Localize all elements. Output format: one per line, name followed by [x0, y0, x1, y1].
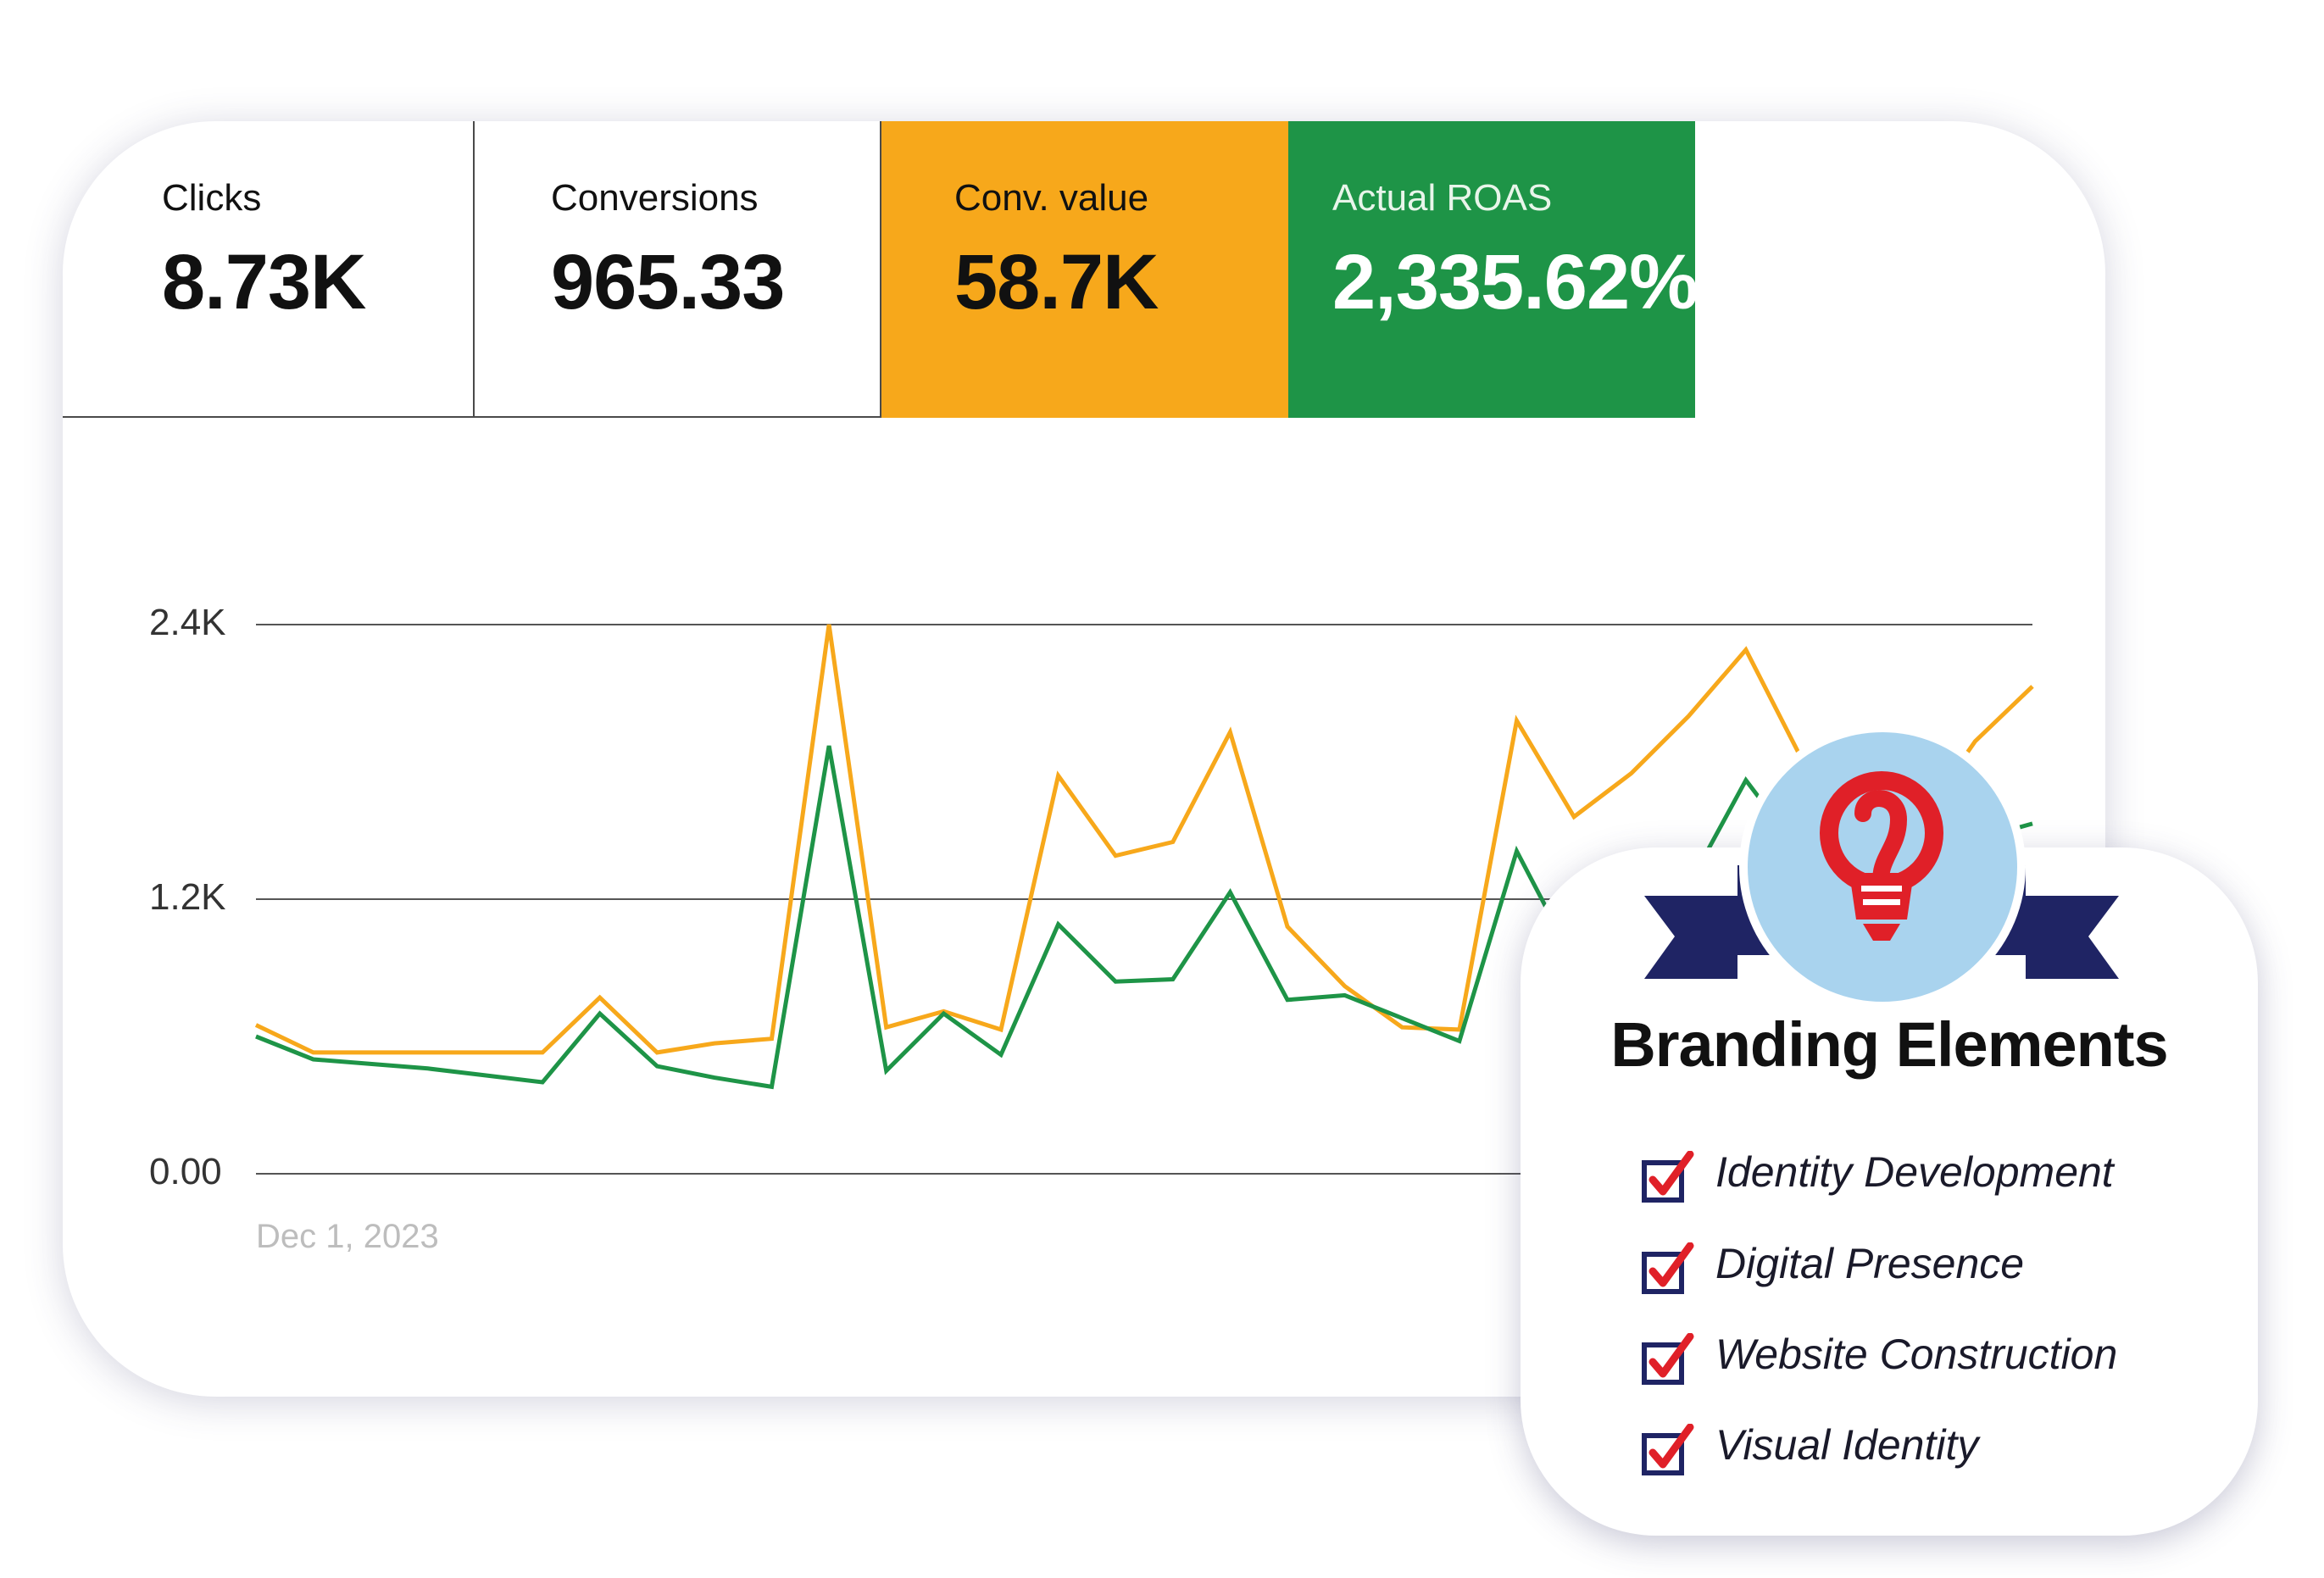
- metric-roas-value: 2,335.62%: [1332, 239, 1699, 325]
- metric-conversions-value: 965.33: [551, 239, 785, 325]
- checked-box-icon: [1642, 1151, 1694, 1203]
- checklist-item-label: Digital Presence: [1715, 1240, 2025, 1287]
- series-line-2: [255, 745, 2033, 1090]
- checklist-item-label: Website Construction: [1715, 1331, 2118, 1378]
- lightbulb-logo-icon: [1820, 771, 1943, 941]
- metric-conv-value-label: Conv. value: [954, 177, 1149, 219]
- performance-card: Clicks 8.73K Conversions 965.33 Conv. va…: [63, 121, 2105, 1397]
- y-tick-label: 0.00: [149, 1151, 222, 1192]
- branding-title: Branding Elements: [1610, 1009, 2168, 1080]
- ribbon-banner: [1644, 865, 2119, 979]
- metric-conversions-label: Conversions: [551, 177, 759, 219]
- y-tick-label: 1.2K: [149, 876, 226, 918]
- checklist-item-label: Identity Development: [1715, 1148, 2114, 1196]
- checked-box-icon: [1642, 1242, 1694, 1294]
- checked-box-icon: [1642, 1333, 1694, 1385]
- checklist-item-label: Visual Identity: [1715, 1421, 1979, 1469]
- y-tick-label: 2.4K: [149, 602, 226, 643]
- metric-conversions[interactable]: Conversions 965.33: [475, 121, 881, 418]
- series-line-1: [254, 624, 2034, 1055]
- metric-roas-label: Actual ROAS: [1332, 177, 1553, 219]
- metric-roas[interactable]: Actual ROAS 2,335.62%: [1288, 121, 1699, 418]
- x-start-label: Dec 1, 2023: [256, 1218, 439, 1255]
- metric-clicks-label: Clicks: [162, 177, 262, 219]
- metric-conv-value[interactable]: Conv. value 58.7K: [881, 121, 1288, 418]
- metric-conv-value-value: 58.7K: [954, 239, 1159, 325]
- metric-clicks[interactable]: Clicks 8.73K: [63, 121, 475, 418]
- checked-box-icon: [1642, 1424, 1694, 1475]
- metric-clicks-value: 8.73K: [162, 239, 366, 325]
